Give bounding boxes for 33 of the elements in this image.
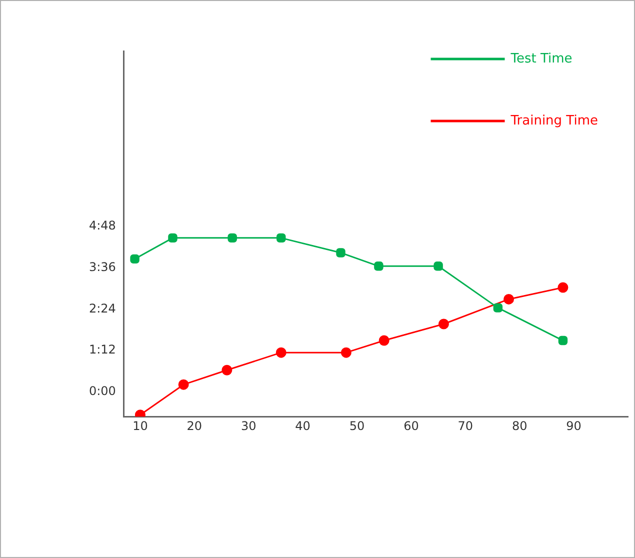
point	[336, 248, 346, 258]
point	[276, 347, 286, 358]
point	[504, 294, 514, 304]
point	[276, 233, 286, 243]
point	[130, 254, 140, 264]
x-tick-label: 50	[349, 418, 365, 433]
y-tick-label: 2:24	[88, 301, 116, 316]
point	[178, 379, 189, 390]
x-tick-label: 80	[512, 418, 528, 433]
x-tick-label: 30	[240, 418, 256, 433]
point	[493, 303, 503, 312]
x-tick-label: 70	[458, 418, 474, 433]
y-tick-label: 0:00	[88, 384, 116, 398]
point	[340, 347, 352, 358]
point	[558, 282, 568, 293]
point	[228, 233, 237, 243]
x-tick-label: 10	[132, 418, 148, 433]
y-tick-label: 4:48	[88, 218, 116, 233]
point	[434, 262, 443, 271]
x-tick-label: 60	[404, 418, 419, 433]
x-tick-label: 90	[566, 418, 582, 433]
x-tick-label: 20	[186, 418, 202, 433]
point	[438, 318, 449, 330]
point	[168, 233, 178, 243]
y-tick-label: 3:36	[88, 260, 116, 274]
text: Test Time	[510, 51, 572, 66]
point	[558, 336, 568, 346]
point	[374, 262, 384, 271]
y-tick-label: 1:12	[88, 342, 116, 357]
point	[378, 335, 390, 346]
x-tick-label: 40	[295, 418, 310, 433]
point	[222, 364, 232, 376]
text: Training Time	[510, 113, 598, 128]
